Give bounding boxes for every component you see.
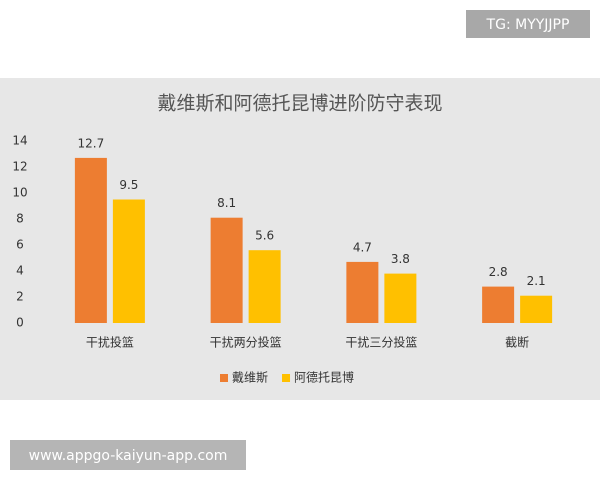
y-tick-label: 0 [16, 316, 24, 330]
value-label: 4.7 [353, 240, 372, 254]
watermark: www.appgo-kaiyun-app.com [29, 448, 228, 464]
watermark-box [10, 440, 246, 470]
value-label: 5.6 [255, 229, 274, 243]
legend-label: 阿德托昆博 [294, 370, 354, 385]
y-tick-label: 12 [12, 160, 27, 174]
bar [384, 273, 417, 323]
y-tick-label: 4 [16, 264, 24, 278]
y-tick-label: 14 [12, 134, 27, 148]
value-label: 8.1 [217, 196, 236, 210]
chart-title: 戴维斯和阿德托昆博进阶防守表现 [157, 93, 442, 115]
x-tick-label: 干扰两分投篮 [210, 335, 282, 350]
value-label: 12.7 [78, 136, 105, 150]
y-tick-label: 10 [12, 186, 27, 200]
x-tick-label: 干扰投篮 [86, 335, 134, 350]
bar [248, 250, 281, 323]
bar [74, 157, 107, 323]
bar [482, 286, 515, 323]
bar [346, 261, 379, 323]
bar [112, 199, 145, 323]
value-label: 3.8 [391, 252, 410, 266]
value-label: 2.1 [527, 274, 546, 288]
y-tick-label: 8 [16, 212, 24, 226]
legend-label: 戴维斯 [232, 370, 268, 385]
value-label: 9.5 [119, 178, 138, 192]
watermark-box [466, 10, 590, 38]
x-tick-label: 截断 [505, 335, 529, 350]
legend-swatch [282, 374, 291, 382]
value-label: 2.8 [489, 265, 508, 279]
legend-swatch [220, 374, 228, 382]
x-tick-label: 干扰三分投篮 [345, 335, 417, 350]
bar [210, 217, 243, 323]
y-tick-label: 2 [16, 290, 24, 304]
bar [520, 295, 553, 323]
y-tick-label: 6 [16, 238, 24, 252]
watermark: TG: MYYJJPP [486, 17, 570, 33]
